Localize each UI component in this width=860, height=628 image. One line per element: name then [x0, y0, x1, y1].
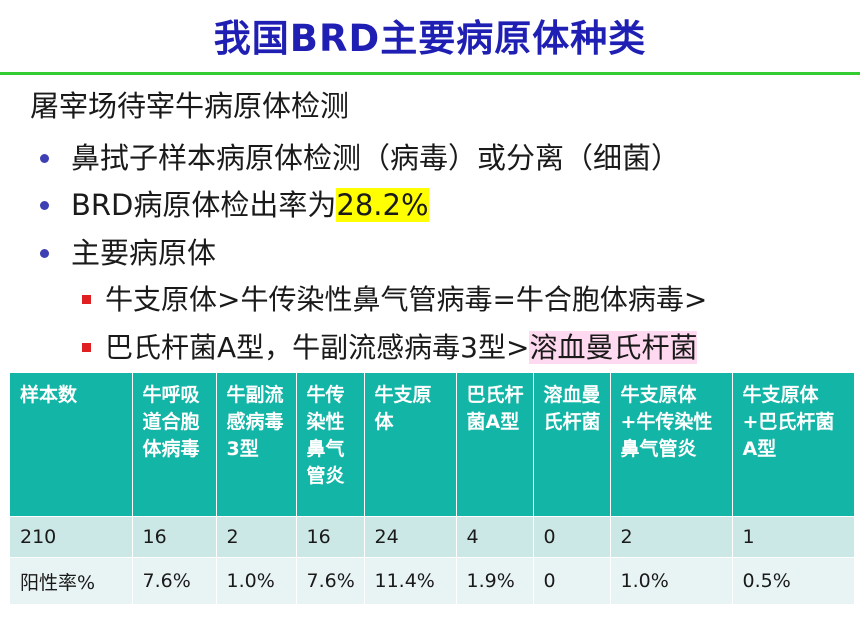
table-header-cell: 牛支原体+牛传染性鼻气管炎	[610, 373, 733, 517]
bullet-item-2: BRD病原体检出率为28.2%	[40, 182, 429, 224]
table-cell: 7.6%	[132, 557, 217, 605]
table-header-cell: 溶血曼氏杆菌	[533, 373, 611, 517]
table-cell: 阳性率%	[10, 557, 133, 605]
bullet-item-1: 鼻拭子样本病原体检测（病毒）或分离（细菌）	[40, 135, 680, 177]
table-row: 阳性率% 7.6% 1.0% 7.6% 11.4% 1.9% 0 1.0% 0.…	[10, 557, 855, 605]
table-header-cell: 牛支原体	[364, 373, 457, 517]
title-divider	[0, 72, 860, 75]
table-cell: 0.5%	[732, 557, 855, 605]
table-header-cell: 牛呼吸道合胞体病毒	[132, 373, 217, 517]
table-cell: 2	[216, 516, 297, 558]
sub-bullet-item-1: 牛支原体>牛传染性鼻气管病毒=牛合胞体病毒>	[82, 278, 707, 318]
table-cell: 210	[10, 516, 133, 558]
table-header-cell: 牛副流感病毒3型	[216, 373, 297, 517]
table-row: 210 16 2 16 24 4 0 2 1	[10, 516, 855, 558]
table-cell: 1.9%	[456, 557, 534, 605]
bullet-text: BRD病原体检出率为	[71, 188, 337, 222]
table-cell: 0	[533, 557, 611, 605]
sub-bullet-item-2: 巴氏杆菌A型，牛副流感病毒3型>溶血曼氏杆菌	[82, 326, 698, 366]
table-header-cell: 样本数	[10, 373, 133, 517]
table-cell: 1	[732, 516, 855, 558]
bullet-item-3: 主要病原体	[40, 230, 216, 272]
table-cell: 0	[533, 516, 611, 558]
table-header-cell: 牛支原体+巴氏杆菌A型	[732, 373, 855, 517]
table-cell: 16	[132, 516, 217, 558]
table-cell: 1.0%	[610, 557, 733, 605]
sub-bullet-text: 牛支原体>牛传染性鼻气管病毒=牛合胞体病毒>	[105, 283, 708, 316]
table-header-cell: 牛传染性鼻气管炎	[296, 373, 365, 517]
bullet-dot-icon	[40, 248, 49, 258]
bullet-text: 主要病原体	[71, 236, 217, 270]
table-cell: 11.4%	[364, 557, 457, 605]
slide-title: 我国BRD主要病原体种类	[213, 17, 647, 60]
table-cell: 24	[364, 516, 457, 558]
table-cell: 7.6%	[296, 557, 365, 605]
table-cell: 16	[296, 516, 365, 558]
square-bullet-icon	[82, 342, 91, 352]
section-heading: 屠宰场待宰牛病原体检测	[30, 89, 350, 123]
detection-rate-highlight: 28.2%	[336, 188, 429, 222]
bullet-dot-icon	[40, 153, 49, 163]
table-header-cell: 巴氏杆菌A型	[456, 373, 534, 517]
table-cell: 1.0%	[216, 557, 297, 605]
square-bullet-icon	[82, 294, 91, 304]
table-cell: 4	[456, 516, 534, 558]
bullet-dot-icon	[40, 200, 49, 210]
pathogen-table: 样本数 牛呼吸道合胞体病毒 牛副流感病毒3型 牛传染性鼻气管炎 牛支原体 巴氏杆…	[10, 373, 855, 605]
sub-bullet-text: 巴氏杆菌A型，牛副流感病毒3型>	[105, 331, 530, 364]
table-header-row: 样本数 牛呼吸道合胞体病毒 牛副流感病毒3型 牛传染性鼻气管炎 牛支原体 巴氏杆…	[10, 373, 855, 517]
sub-bullet-highlight: 溶血曼氏杆菌	[529, 331, 698, 364]
table-cell: 2	[610, 516, 733, 558]
bullet-text: 鼻拭子样本病原体检测（病毒）或分离（细菌）	[71, 141, 681, 175]
